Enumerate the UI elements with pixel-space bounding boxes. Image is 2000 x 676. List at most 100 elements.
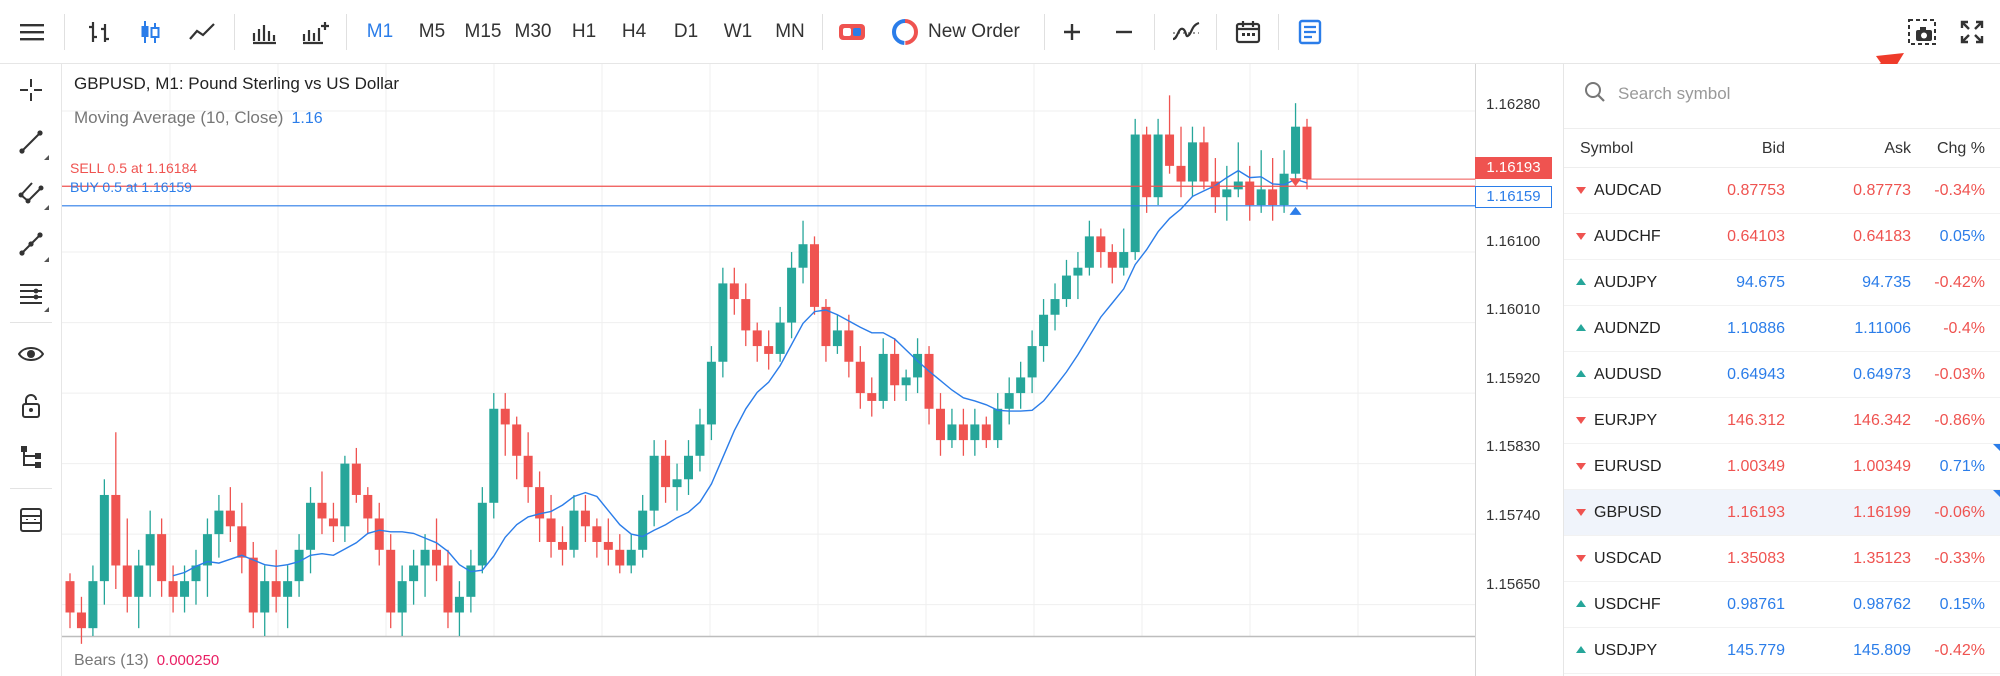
candle-body xyxy=(787,267,797,323)
symbol-row[interactable]: EURJPY 146.312 146.342 -0.86% xyxy=(1564,398,2000,444)
candle-body xyxy=(1153,134,1163,198)
zoom-in-icon[interactable] xyxy=(1052,10,1092,54)
candle-body xyxy=(901,377,911,386)
symbol-row[interactable]: AUDJPY 94.675 94.735 -0.42% xyxy=(1564,260,2000,306)
new-order-button[interactable]: New Order xyxy=(892,10,1044,54)
tick-up-icon xyxy=(1576,278,1586,285)
chart-area[interactable]: GBPUSD, M1: Pound Sterling vs US Dollar … xyxy=(62,64,1476,676)
candle-body xyxy=(111,494,121,566)
indicator-wave-icon[interactable] xyxy=(1166,10,1206,54)
bears-power-name: Bears (13) xyxy=(74,652,149,669)
ask-price: 0.87773 xyxy=(1853,182,1911,199)
timeframe-w1[interactable]: W1 xyxy=(723,21,753,42)
timeframe-m1[interactable]: M1 xyxy=(366,21,394,42)
candle-body xyxy=(603,541,613,550)
timeframe-m5[interactable]: M5 xyxy=(418,21,446,42)
tick-up-icon xyxy=(1576,600,1586,607)
moving-average-legend[interactable]: Moving Average (10, Close) 1.16 xyxy=(74,108,323,128)
menu-icon[interactable] xyxy=(12,10,52,54)
candle-body xyxy=(592,526,602,542)
new-order-icon xyxy=(892,19,918,45)
candle-body xyxy=(214,510,224,535)
symbol-row[interactable]: GBPUSD 1.16193 1.16199 -0.06% xyxy=(1564,490,2000,536)
search-input[interactable] xyxy=(1618,84,1938,104)
candle-body xyxy=(1199,142,1209,182)
candle-body xyxy=(202,534,212,566)
timeframe-mn[interactable]: MN xyxy=(775,21,805,42)
timeframe-m15[interactable]: M15 xyxy=(464,21,502,42)
screenshot-icon[interactable] xyxy=(1902,10,1942,54)
symbol-row[interactable]: AUDCHF 0.64103 0.64183 0.05% xyxy=(1564,214,2000,260)
candle-body xyxy=(317,502,327,519)
objects-tree-icon[interactable] xyxy=(11,438,51,478)
candle-body xyxy=(764,346,774,354)
symbol-row[interactable]: AUDCAD 0.87753 0.87773 -0.34% xyxy=(1564,168,2000,214)
candle-body xyxy=(958,424,968,441)
sell-order-line-label[interactable]: SELL 0.5 at 1.16184 xyxy=(70,160,198,176)
line-chart-icon[interactable] xyxy=(180,10,224,54)
price-label: 1.16100 xyxy=(1486,233,1541,250)
price-label: 1.15830 xyxy=(1486,438,1541,455)
toolbar-divider xyxy=(1216,14,1217,50)
toolbar-divider xyxy=(1044,14,1045,50)
bears-power-legend[interactable]: Bears (13) 0.000250 xyxy=(74,652,219,670)
horizontal-lines-icon[interactable] xyxy=(11,274,51,314)
candlestick-icon[interactable] xyxy=(130,10,170,54)
symbol-search[interactable] xyxy=(1564,64,2000,124)
candle-body xyxy=(661,455,671,488)
tick-up-icon xyxy=(1576,646,1586,653)
candle-body xyxy=(386,549,396,613)
volume-icon[interactable] xyxy=(244,10,284,54)
symbol-row[interactable]: AUDNZD 1.10886 1.11006 -0.4% xyxy=(1564,306,2000,352)
notes-icon[interactable] xyxy=(1290,10,1330,54)
trend-line-icon[interactable] xyxy=(11,122,51,162)
tick-down-icon xyxy=(1576,187,1586,194)
candle-body xyxy=(1142,134,1152,198)
one-click-icon[interactable] xyxy=(832,10,872,54)
eye-icon[interactable] xyxy=(11,334,51,374)
crosshair-icon[interactable] xyxy=(11,70,51,110)
symbol-name: AUDCHF xyxy=(1594,228,1661,245)
channel-icon[interactable] xyxy=(11,172,51,212)
candle-body xyxy=(947,424,957,441)
change-percent: -0.42% xyxy=(1934,274,1985,291)
candle-body xyxy=(1233,181,1243,190)
templates-icon[interactable] xyxy=(11,500,51,540)
header-symbol[interactable]: Symbol xyxy=(1580,140,1634,157)
bar-chart-icon[interactable] xyxy=(80,10,120,54)
symbol-row[interactable]: EURUSD 1.00349 1.00349 0.71% xyxy=(1564,444,2000,490)
symbol-row[interactable]: AUDUSD 0.64943 0.64973 -0.03% xyxy=(1564,352,2000,398)
symbol-name: AUDCAD xyxy=(1594,182,1662,199)
indicators-icon[interactable] xyxy=(296,10,336,54)
candlestick-chart[interactable] xyxy=(62,64,1563,676)
candle-body xyxy=(672,479,682,488)
header-ask[interactable]: Ask xyxy=(1884,140,1911,157)
market-watch-panel: Symbol Bid Ask Chg % AUDCAD 0.87753 0.8777… xyxy=(1563,64,2000,676)
timeframe-m30[interactable]: M30 xyxy=(514,21,552,42)
timeframe-d1[interactable]: D1 xyxy=(673,21,699,42)
zoom-out-icon[interactable] xyxy=(1104,10,1144,54)
header-bid[interactable]: Bid xyxy=(1761,140,1785,157)
timeframe-h4[interactable]: H4 xyxy=(621,21,647,42)
symbol-row[interactable]: USDJPY 145.779 145.809 -0.42% xyxy=(1564,628,2000,674)
timeframe-h1[interactable]: H1 xyxy=(571,21,597,42)
calendar-icon[interactable] xyxy=(1228,10,1268,54)
fibonacci-icon[interactable] xyxy=(11,224,51,264)
candle-body xyxy=(432,549,442,566)
ask-price: 0.98762 xyxy=(1853,596,1911,613)
tick-down-icon xyxy=(1576,417,1586,424)
fullscreen-icon[interactable] xyxy=(1952,10,1992,54)
symbol-row[interactable]: USDCHF 0.98761 0.98762 0.15% xyxy=(1564,582,2000,628)
header-chg[interactable]: Chg % xyxy=(1936,140,1985,157)
symbol-row[interactable]: USDCAD 1.35083 1.35123 -0.33% xyxy=(1564,536,2000,582)
buy-order-line-label[interactable]: BUY 0.5 at 1.16159 xyxy=(70,179,192,195)
candle-body xyxy=(489,408,499,503)
candle-body xyxy=(294,549,304,582)
candle-body xyxy=(145,534,155,566)
candle-body xyxy=(626,549,636,566)
candle-body xyxy=(913,353,923,378)
lock-icon[interactable] xyxy=(11,386,51,426)
top-toolbar: M1 M5 M15 M30 H1 H4 D1 W1 MN New Order xyxy=(0,0,2000,64)
candle-body xyxy=(718,283,728,362)
search-icon xyxy=(1584,81,1606,108)
